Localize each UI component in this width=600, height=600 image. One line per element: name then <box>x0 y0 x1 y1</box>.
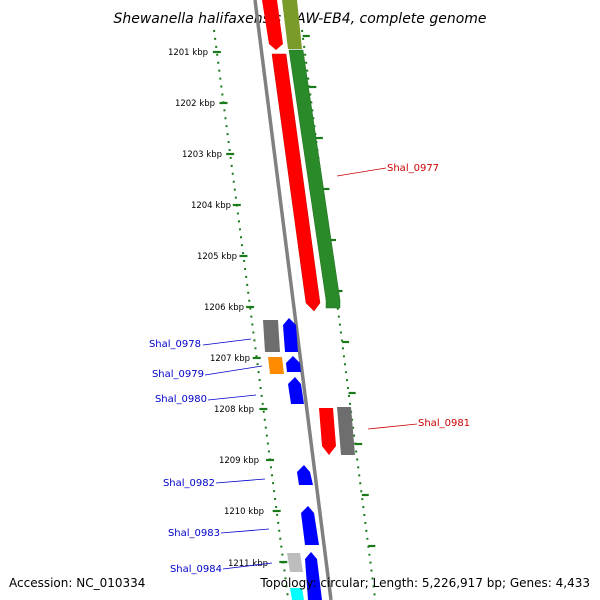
gene-label-shal-0978[interactable]: Shal_0978 <box>149 339 201 350</box>
outer-ticks <box>302 34 376 548</box>
kbp-label-1205: 1205 kbp <box>197 252 237 262</box>
kbp-label-1201: 1201 kbp <box>168 48 208 58</box>
leader-shal-0979 <box>204 365 263 376</box>
leader-shal-0982 <box>215 478 266 484</box>
red-gene-segment-top <box>262 0 283 50</box>
gene-label-shal-0980[interactable]: Shal_0980 <box>155 394 207 405</box>
kbp-label-1211: 1211 kbp <box>228 559 268 569</box>
kbp-label-1206: 1206 kbp <box>204 303 244 313</box>
gene-shal-0977-bar[interactable] <box>288 49 341 309</box>
blue-gene-arrow-bottom[interactable] <box>305 552 322 600</box>
leader-shal-0980 <box>207 394 257 401</box>
gene-label-shal-0981[interactable]: Shal_0981 <box>418 418 470 429</box>
gene-label-shal-0984[interactable]: Shal_0984 <box>170 564 222 575</box>
kbp-label-1210: 1210 kbp <box>224 507 264 517</box>
gene-shal-0980-arrow[interactable] <box>288 377 304 404</box>
leader-shal-0978 <box>202 338 252 346</box>
gene-shal-0983-arrow[interactable] <box>301 506 319 545</box>
olive-gene-segment <box>282 0 302 49</box>
inner-strand-features <box>262 0 322 600</box>
gene-label-shal-0983[interactable]: Shal_0983 <box>168 528 220 539</box>
genome-backbone <box>253 0 333 600</box>
leader-shal-0977 <box>336 167 387 177</box>
gray-gene-block-right[interactable] <box>337 407 355 455</box>
gene-leader-lines <box>202 167 418 570</box>
gene-label-shal-0979[interactable]: Shal_0979 <box>152 369 204 380</box>
red-gene-long-arrow[interactable] <box>271 53 321 312</box>
gene-labels: Shal_0977 Shal_0978 Shal_0979 Shal_0980 … <box>149 163 470 575</box>
kbp-label-1204: 1204 kbp <box>191 201 231 211</box>
accession-text: Accession: NC_010334 <box>9 576 145 590</box>
map-title: Shewanella halifaxensis HAW-EB4, complet… <box>113 11 486 27</box>
kbp-label-1207: 1207 kbp <box>210 354 250 364</box>
kbp-label-1202: 1202 kbp <box>175 99 215 109</box>
leader-shal-0984 <box>222 562 273 570</box>
kbp-label-1208: 1208 kbp <box>214 405 254 415</box>
cyan-gene-block <box>290 588 304 600</box>
gene-label-shal-0982[interactable]: Shal_0982 <box>163 478 215 489</box>
gene-shal-0981-arrow[interactable] <box>319 408 336 455</box>
kbp-label-1209: 1209 kbp <box>219 456 259 466</box>
leader-shal-0981 <box>367 423 418 430</box>
gene-shal-0982-arrow[interactable] <box>297 465 313 485</box>
gene-shal-0978-block[interactable] <box>263 320 280 352</box>
gene-shal-0979-block[interactable] <box>268 357 284 374</box>
kbp-label-1203: 1203 kbp <box>182 150 222 160</box>
leader-shal-0983 <box>220 528 270 534</box>
gene-label-shal-0977[interactable]: Shal_0977 <box>387 163 439 174</box>
kbp-ticks <box>212 50 288 564</box>
kbp-labels: 1201 kbp 1202 kbp 1203 kbp 1204 kbp 1205… <box>168 48 268 569</box>
topology-text: Topology: circular; Length: 5,226,917 bp… <box>259 576 590 590</box>
blue-gene-arrow-a[interactable] <box>283 318 298 352</box>
outer-strand-features <box>282 0 355 455</box>
blue-gene-arrow-b[interactable] <box>286 356 301 372</box>
gene-shal-0984-block[interactable] <box>287 553 303 572</box>
